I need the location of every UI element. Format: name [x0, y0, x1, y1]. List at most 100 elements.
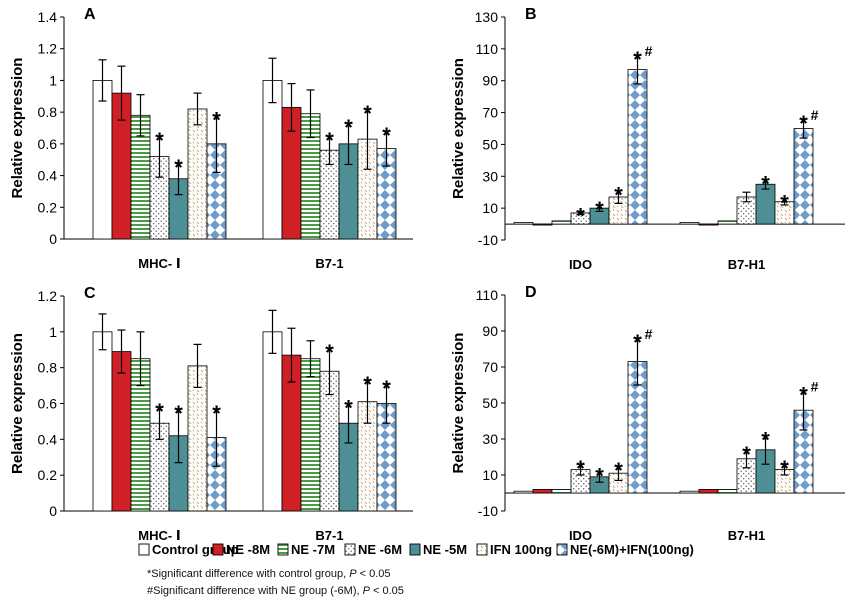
- significance-star: *: [212, 107, 221, 132]
- panel-c: 0 0.2 0.4 0.6 0.8 1 1.2 Relative expression C * * *…: [9, 285, 413, 543]
- significance-star: *: [212, 401, 221, 426]
- panel-label: A: [84, 6, 96, 23]
- y-axis-label: Relative expression: [9, 58, 26, 199]
- panel-a: 0 0.2 0.4 0.6 0.8 1 1.2 1.4 Relative expression A…: [9, 6, 413, 271]
- significance-star: *: [614, 183, 623, 208]
- significance-star: *: [780, 191, 789, 216]
- significance-star: *: [174, 155, 183, 180]
- y-axis-label: Relative expression: [450, 333, 467, 474]
- y-tick-label: 10: [482, 467, 498, 483]
- y-tick-label: 0.6: [38, 136, 58, 152]
- legend-swatch: [556, 543, 568, 556]
- legend-item-control: Control group: [138, 542, 239, 557]
- bar-0-2: [551, 220, 572, 225]
- significance-star: *: [363, 101, 372, 126]
- bar-0-1: [532, 488, 553, 494]
- significance-star: *: [633, 330, 642, 355]
- panel-d: -10 10 30 50 70 90 110 Relative expression D * * * *…: [450, 284, 845, 543]
- bar-1-0: [262, 80, 283, 240]
- bar-0-0: [92, 331, 113, 512]
- y-tick-label: 0.6: [38, 396, 58, 412]
- significance-star: *: [780, 456, 789, 481]
- bar-0-6: [627, 69, 648, 225]
- y-tick-label: 130: [475, 9, 499, 25]
- bar-0-2: [551, 488, 572, 494]
- legend-label: NE -5M: [423, 542, 467, 557]
- significance-star: *: [344, 115, 353, 140]
- bar-1-2: [717, 220, 738, 225]
- y-tick-label: -10: [478, 232, 498, 248]
- legend-label: NE -7M: [291, 542, 335, 557]
- note-hash-p: P: [362, 585, 370, 597]
- legend-label: NE -8M: [226, 542, 270, 557]
- legend-swatch: [277, 543, 289, 556]
- y-tick-label: 90: [482, 323, 498, 339]
- legend-swatch: [409, 543, 421, 556]
- significance-star: *: [799, 111, 808, 136]
- legend-item-ne6: NE -6M: [344, 542, 402, 557]
- category-label: IDO: [569, 528, 592, 543]
- significance-star: *: [799, 382, 808, 407]
- category-label: B7-1: [315, 256, 343, 271]
- y-tick-label: 50: [482, 136, 498, 152]
- bar-1-0: [262, 331, 283, 512]
- significance-star: *: [633, 47, 642, 72]
- y-tick-label: 1: [49, 72, 57, 88]
- legend-item-ifn: IFN 100ng: [476, 542, 552, 557]
- bar-1-0: [679, 490, 700, 494]
- legend-swatch: [344, 543, 356, 556]
- y-tick-label: 50: [482, 395, 498, 411]
- y-tick-label: 30: [482, 168, 498, 184]
- bar-1-6: [793, 128, 814, 225]
- significance-star: *: [363, 372, 372, 397]
- significance-star: *: [174, 401, 183, 426]
- y-tick-label: 0.2: [38, 467, 58, 483]
- significance-star: *: [576, 203, 585, 228]
- category-label: IDO: [569, 257, 592, 272]
- bar-1-0: [679, 222, 700, 225]
- note-star-text: *Significant difference with control gro…: [147, 568, 350, 580]
- significance-star: *: [595, 463, 604, 488]
- category-label: B7-1: [315, 528, 343, 543]
- y-tick-label: 30: [482, 431, 498, 447]
- y-tick-label: 70: [482, 105, 498, 121]
- note-star-threshold: < 0.05: [356, 568, 391, 580]
- significance-hash: #: [811, 107, 819, 123]
- y-tick-label: 10: [482, 200, 498, 216]
- y-tick-label: 90: [482, 73, 498, 89]
- legend-swatch: [212, 543, 224, 556]
- bar-0-5: [187, 108, 208, 240]
- bar-0-0: [513, 490, 534, 494]
- y-tick-label: 1.2: [38, 288, 58, 304]
- y-tick-label: 0: [49, 503, 57, 519]
- bar-1-2: [300, 358, 321, 512]
- y-tick-label: 110: [476, 287, 499, 303]
- panel-label: B: [525, 6, 537, 23]
- significance-star: *: [761, 427, 770, 452]
- panel-b: -10 10 30 50 70 90 110 130 Relative expression B *…: [450, 6, 845, 272]
- bar-1-2: [717, 488, 738, 494]
- legend-label: NE(-6M)+IFN(100ng): [570, 542, 694, 557]
- significance-star: *: [344, 396, 353, 421]
- note-hash-threshold: < 0.05: [369, 585, 404, 597]
- legend-label: NE -6M: [358, 542, 402, 557]
- bar-0-0: [513, 222, 534, 225]
- bar-0-1: [111, 351, 132, 512]
- bar-1-1: [698, 223, 719, 226]
- significance-hash: #: [645, 326, 653, 342]
- y-tick-label: 70: [482, 359, 498, 375]
- significance-star: *: [155, 399, 164, 424]
- y-tick-label: 0.4: [38, 168, 58, 184]
- category-label: B7-H1: [728, 257, 766, 272]
- significance-star: *: [382, 376, 391, 401]
- significance-star: *: [325, 128, 334, 153]
- y-tick-label: 1: [49, 324, 57, 340]
- significance-star: *: [382, 123, 391, 148]
- y-tick-label: 0.8: [38, 104, 58, 120]
- significance-star: *: [595, 197, 604, 222]
- note-star: *Significant difference with control gro…: [147, 568, 391, 580]
- bar-0-0: [92, 80, 113, 240]
- y-tick-label: 0.2: [38, 199, 58, 215]
